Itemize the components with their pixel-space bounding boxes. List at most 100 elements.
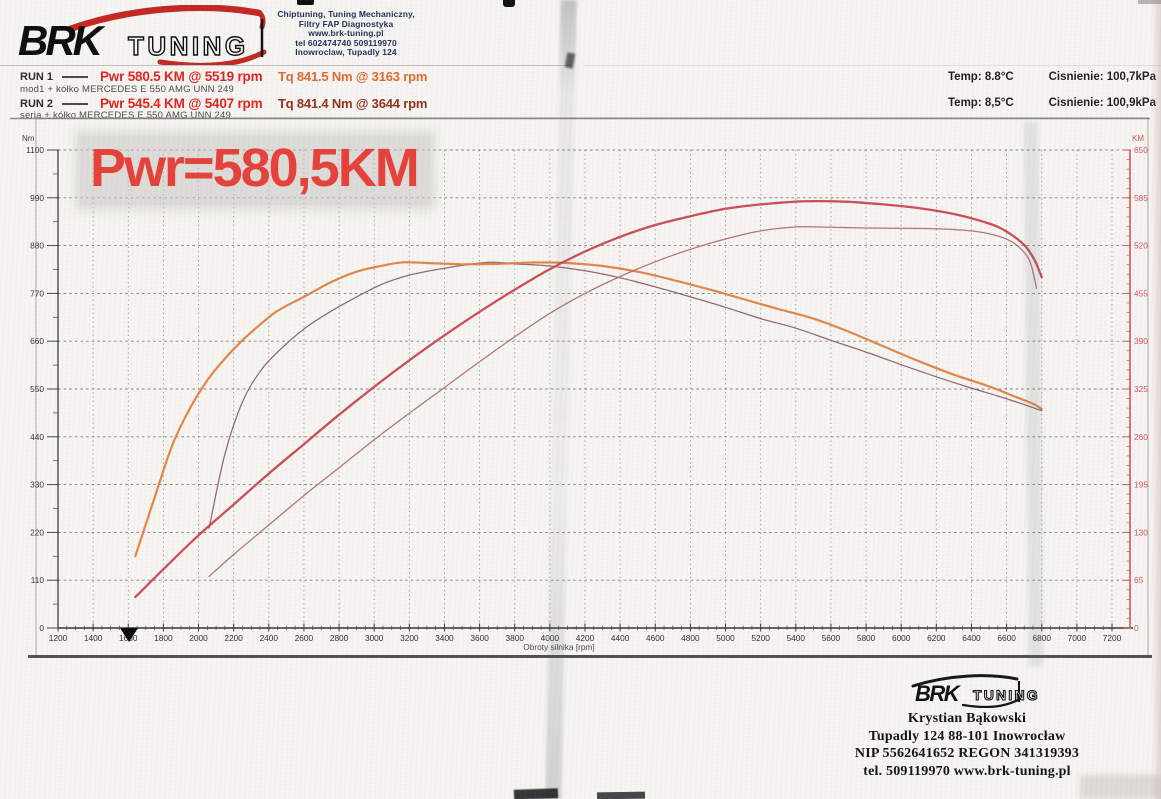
x-axis-title: Obroty silnika [rpm] xyxy=(523,642,594,652)
run1-line-swatch xyxy=(62,75,88,78)
run2-row: RUN 2 Pwr 545.4 KM @ 5407 rpm Tq 841.4 N… xyxy=(20,96,427,111)
run1-label: RUN 1 xyxy=(20,70,54,83)
run1-description: mod1 + kółko MERCEDES E 550 AMG UNN 249 xyxy=(20,84,234,95)
run2-line-swatch xyxy=(62,102,88,105)
svg-text:2600: 2600 xyxy=(295,633,314,643)
stamp-swoosh-bottom xyxy=(961,697,1022,708)
svg-text:110: 110 xyxy=(31,575,45,585)
run2-conditions: Temp: 8,5°C Cisnienie: 100,9kPa xyxy=(948,97,1156,109)
svg-text:195: 195 xyxy=(1134,480,1148,490)
svg-text:650: 650 xyxy=(1134,145,1148,155)
svg-text:5600: 5600 xyxy=(822,633,841,643)
svg-text:7200: 7200 xyxy=(1103,633,1122,643)
contact-line: tel 602474740 509119970 xyxy=(295,37,397,48)
run2-power-peak: Pwr 545.4 KM @ 5407 rpm xyxy=(100,96,263,111)
svg-text:0: 0 xyxy=(39,623,44,633)
svg-text:550: 550 xyxy=(30,384,44,394)
run1-temp: Temp: 8.8°C xyxy=(948,71,1014,83)
contact-line: www.brk-tuning.pl xyxy=(308,28,384,39)
svg-text:2000: 2000 xyxy=(189,633,208,643)
svg-text:3000: 3000 xyxy=(365,633,384,643)
svg-text:585: 585 xyxy=(1134,193,1148,203)
svg-text:0: 0 xyxy=(1134,623,1139,633)
run-start-marker xyxy=(120,628,138,642)
svg-text:220: 220 xyxy=(30,527,44,537)
svg-text:325: 325 xyxy=(1134,384,1148,394)
run2-description: seria + kółko MERCEDES E 550 AMG UNN 249 xyxy=(20,110,232,121)
svg-text:3400: 3400 xyxy=(435,633,454,643)
svg-text:130: 130 xyxy=(1134,527,1148,537)
logo-swoosh-bottom xyxy=(157,49,267,68)
svg-text:660: 660 xyxy=(30,336,44,346)
svg-text:3800: 3800 xyxy=(505,633,524,643)
contact-line: Chiptuning, Tuning Mechaniczny, xyxy=(277,9,415,19)
svg-text:4600: 4600 xyxy=(646,633,665,643)
curve-pwr_run2 xyxy=(208,226,1038,578)
svg-text:2400: 2400 xyxy=(260,633,279,643)
svg-text:440: 440 xyxy=(30,432,44,442)
header-divider-right xyxy=(584,65,1161,66)
stamp-nip-regon: NIP 5562641652 REGON 341319393 xyxy=(854,746,1080,762)
svg-text:455: 455 xyxy=(1134,288,1148,298)
logo-tuning-text: TUNING xyxy=(128,31,249,61)
svg-text:520: 520 xyxy=(1134,241,1148,251)
svg-text:1100: 1100 xyxy=(26,145,44,155)
right-axis-unit: KM xyxy=(1132,134,1144,143)
logo-swoosh-top xyxy=(66,4,263,33)
run1-pressure: Cisnienie: 100,7kPa xyxy=(1048,71,1156,83)
run2-torque-peak: Tq 841.4 Nm @ 3644 rpm xyxy=(278,96,428,111)
run1-conditions: Temp: 8.8°C Cisnienie: 100,7kPa xyxy=(948,71,1156,83)
svg-text:6400: 6400 xyxy=(962,633,981,643)
power-callout: Pwr=580,5KM xyxy=(80,136,430,205)
contact-line: Inowroclaw, Tupadly 124 xyxy=(295,47,397,58)
svg-text:990: 990 xyxy=(30,193,44,203)
svg-text:3600: 3600 xyxy=(470,633,489,643)
run1-torque-peak: Tq 841.5 Nm @ 3163 rpm xyxy=(278,69,428,84)
curve-pwr_run1 xyxy=(134,199,1043,599)
svg-text:6200: 6200 xyxy=(927,633,946,643)
svg-text:260: 260 xyxy=(1134,432,1148,442)
svg-text:1400: 1400 xyxy=(84,633,103,643)
run1-power-peak: Pwr 580.5 KM @ 5519 rpm xyxy=(100,69,263,84)
svg-text:4800: 4800 xyxy=(681,633,700,643)
svg-text:4200: 4200 xyxy=(576,633,595,643)
svg-text:2200: 2200 xyxy=(224,633,243,643)
header-divider xyxy=(0,65,572,66)
stamp-swoosh-top xyxy=(911,674,1019,688)
svg-text:3200: 3200 xyxy=(400,633,419,643)
svg-text:1200: 1200 xyxy=(49,633,68,643)
svg-text:880: 880 xyxy=(30,241,44,251)
curve-tq_run2 xyxy=(208,261,1043,529)
svg-text:2800: 2800 xyxy=(330,633,349,643)
stamp: BRK TUNING Krystian Bąkowski Tupadly 124… xyxy=(842,674,1092,781)
svg-text:390: 390 xyxy=(1134,336,1148,346)
svg-text:330: 330 xyxy=(30,480,44,490)
stamp-owner: Krystian Bąkowski xyxy=(907,711,1027,726)
left-axis-labels: 0 110 220 330 440 550 660 770 880 990 1100 Nm xyxy=(22,134,59,633)
stamp-brk-text: BRK xyxy=(915,681,962,706)
svg-text:770: 770 xyxy=(30,288,44,298)
run2-pressure: Cisnienie: 100,9kPa xyxy=(1048,97,1156,109)
contact-line: Filtry FAP Diagnostyka xyxy=(298,18,394,29)
svg-text:5800: 5800 xyxy=(857,633,876,643)
svg-text:5200: 5200 xyxy=(751,633,770,643)
run2-temp: Temp: 8,5°C xyxy=(948,97,1014,109)
svg-text:6000: 6000 xyxy=(892,633,911,643)
svg-text:4400: 4400 xyxy=(611,633,630,643)
run2-label: RUN 2 xyxy=(20,97,54,110)
stamp-logo: BRK TUNING xyxy=(911,674,1040,708)
svg-text:7000: 7000 xyxy=(1068,633,1087,643)
stamp-address: Tupadly 124 88-101 Inowrocław xyxy=(868,728,1066,744)
svg-text:4000: 4000 xyxy=(541,633,560,643)
stamp-contact: tel. 509119970 www.brk-tuning.pl xyxy=(863,763,1071,779)
svg-text:5400: 5400 xyxy=(787,633,806,643)
brand-logo: BRK TUNING xyxy=(12,4,268,68)
svg-text:65: 65 xyxy=(1134,575,1144,585)
left-axis-unit: Nm xyxy=(22,134,35,143)
stamp-tuning-text: TUNING xyxy=(973,687,1040,703)
svg-text:6800: 6800 xyxy=(1032,633,1051,643)
logo-brk-text: BRK xyxy=(18,17,106,64)
svg-text:6600: 6600 xyxy=(997,633,1016,643)
